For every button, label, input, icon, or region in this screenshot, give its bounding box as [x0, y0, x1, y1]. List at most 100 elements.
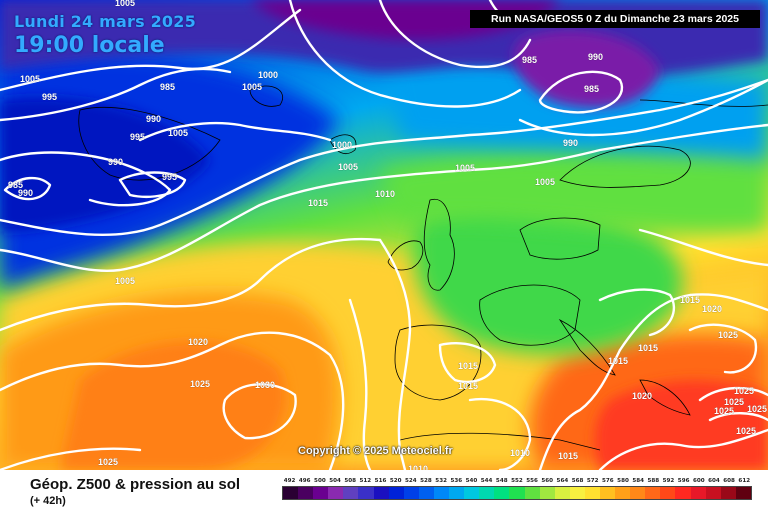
map-canvas: 1005 995 985 1005 1005 1000 985 990 990 … — [0, 0, 768, 470]
scale-swatch — [449, 487, 465, 499]
scale-label: 600 — [692, 478, 705, 484]
isobar-label: 1005 — [115, 0, 135, 8]
isobar-label: 1015 — [308, 198, 328, 208]
isobar-label: 1025 — [724, 397, 744, 407]
isobar-label: 1025 — [736, 426, 756, 436]
scale-swatch — [328, 487, 344, 499]
scale-label: 588 — [647, 478, 660, 484]
scale-label: 504 — [329, 478, 341, 484]
color-scale: 492 496 500 504 508 512 516 520 524 528 532 536 540 5… — [282, 478, 752, 500]
scale-label: 500 — [314, 478, 326, 484]
scale-swatch — [313, 487, 329, 499]
isobar-label: 985 — [584, 84, 599, 94]
isobar-label: 1025 — [718, 330, 738, 340]
isobar-label: 1020 — [702, 304, 722, 314]
isobar-label: 1010 — [510, 448, 530, 458]
model-run-label: Run NASA/GEOS5 0 Z du Dimanche 23 mars 2… — [470, 10, 760, 28]
scale-swatch — [343, 487, 359, 499]
scale-swatch — [539, 487, 555, 499]
scale-label: 508 — [344, 478, 357, 484]
copyright: Copyright © 2025 Meteociel.fr — [298, 445, 453, 457]
scale-label: 576 — [602, 478, 614, 484]
scale-label: 536 — [450, 478, 463, 484]
scale-swatch — [705, 487, 721, 499]
scale-swatch — [418, 487, 434, 499]
isobar-lines — [0, 0, 768, 470]
isobar-label: 990 — [146, 114, 161, 124]
scale-label: 592 — [662, 478, 675, 484]
scale-swatch — [630, 487, 646, 499]
isobar-label: 995 — [42, 92, 57, 102]
scale-label: 540 — [465, 478, 478, 484]
scale-swatch — [660, 487, 676, 499]
scale-label: 580 — [617, 478, 629, 484]
isobar-label: 1010 — [408, 464, 428, 470]
scale-swatch — [615, 487, 631, 499]
scale-label: 596 — [677, 478, 690, 484]
footer: Géop. Z500 & pression au sol (+ 42h) 492… — [0, 470, 768, 512]
scale-swatch — [524, 487, 540, 499]
isobar-label: 1000 — [258, 70, 278, 80]
forecast-date: Lundi 24 mars 2025 — [14, 12, 196, 31]
scale-label: 544 — [480, 478, 493, 484]
scale-label: 520 — [389, 478, 402, 484]
scale-label: 496 — [298, 478, 311, 484]
scale-label: 548 — [495, 478, 508, 484]
isobar-label: 1020 — [632, 391, 652, 401]
isobar-label: 1005 — [338, 162, 358, 172]
scale-label: 560 — [541, 478, 554, 484]
scale-label: 552 — [511, 478, 523, 484]
scale-label: 572 — [586, 478, 599, 484]
isobar-label: 990 — [18, 188, 33, 198]
scale-label: 564 — [556, 478, 569, 484]
field-orange-core — [60, 341, 286, 470]
scale-swatch — [720, 487, 736, 499]
isobar-label: 1025 — [747, 404, 767, 414]
isobar-label: 1025 — [98, 457, 118, 467]
scale-swatch — [675, 487, 691, 499]
isobar-label: 990 — [588, 52, 603, 62]
scale-label: 584 — [632, 478, 645, 484]
isobar-label: 1015 — [680, 295, 700, 305]
scale-label: 528 — [420, 478, 432, 484]
forecast-time: 19:00 locale — [14, 33, 165, 58]
scale-label: 568 — [571, 478, 584, 484]
scale-swatch — [509, 487, 525, 499]
scale-swatch — [554, 487, 570, 499]
field-deep-blue — [0, 97, 210, 232]
isobar-label: 1020 — [188, 337, 208, 347]
isobar-label: 985 — [522, 55, 537, 65]
scale-label: 492 — [283, 478, 296, 484]
isobar-label: 1015 — [558, 451, 578, 461]
isobar-label: 1025 — [190, 379, 210, 389]
isobar-label: 995 — [162, 172, 177, 182]
isobar-label: 1005 — [115, 276, 135, 286]
field-purple-core — [250, 0, 560, 40]
scale-label: 532 — [435, 478, 447, 484]
scale-swatch — [584, 487, 600, 499]
isobar-label: 985 — [8, 180, 23, 190]
scale-swatch — [569, 487, 585, 499]
isobar-label: 1000 — [332, 140, 352, 150]
color-scale-labels: 492 496 500 504 508 512 516 520 524 528 532 536 540 5… — [282, 478, 752, 484]
isobar-label: 1025 — [734, 386, 754, 396]
isobar-label: 995 — [130, 132, 145, 142]
isobar-label: 1025 — [714, 406, 734, 416]
scale-swatch — [298, 487, 314, 499]
scale-label: 512 — [359, 478, 372, 484]
scale-label: 524 — [404, 478, 417, 484]
isobar-label: 985 — [160, 82, 175, 92]
scale-swatch — [388, 487, 404, 499]
isobar-label: 1015 — [608, 356, 628, 366]
isobar-label: 990 — [108, 157, 123, 167]
map-title: Géop. Z500 & pression au sol — [30, 476, 241, 493]
scale-swatch — [599, 487, 616, 499]
color-scale-bar — [282, 486, 752, 500]
scale-label: 556 — [526, 478, 538, 484]
isobar-label: 1015 — [458, 361, 478, 371]
scale-swatch — [690, 487, 706, 499]
isobar-label: 1030 — [255, 380, 275, 390]
scale-swatch — [358, 487, 374, 499]
isobar-label: 1005 — [242, 82, 262, 92]
isobar-label: 1010 — [375, 189, 395, 199]
